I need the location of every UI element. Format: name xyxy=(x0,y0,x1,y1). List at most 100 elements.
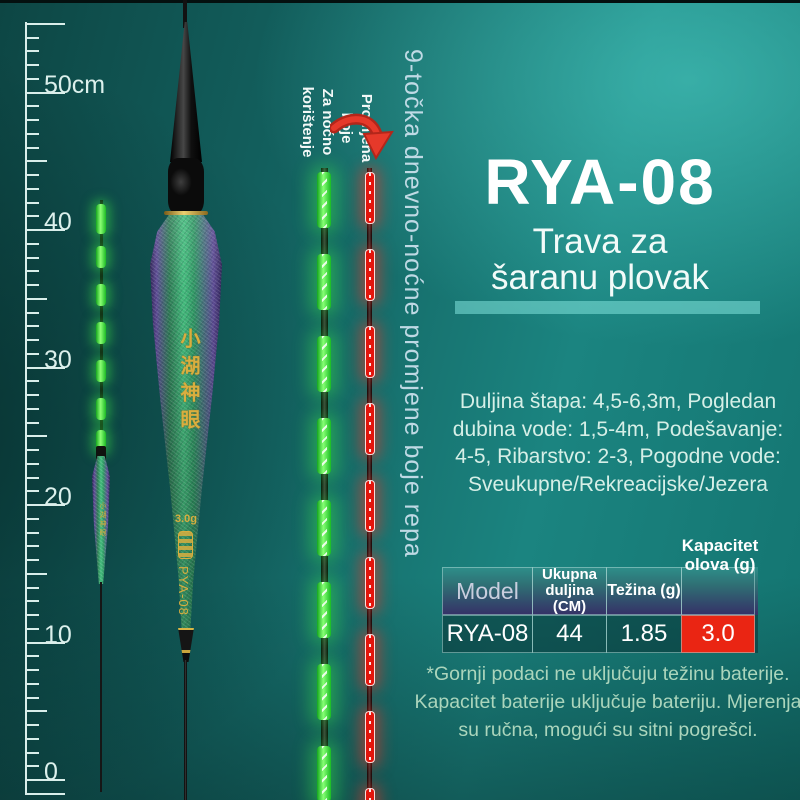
ruler-label: 0 xyxy=(44,758,58,786)
cell-model: RYA-08 xyxy=(442,615,533,653)
ruler-tick xyxy=(25,476,39,479)
green-led-segment xyxy=(317,582,331,638)
ruler-tick xyxy=(25,229,65,231)
description-line: Sveukupne/Rekreacijske/Jezera xyxy=(468,472,768,496)
small-float-led-segment xyxy=(96,322,106,344)
small-float-stem xyxy=(100,582,102,792)
small-float-brand-text: 小湖神眼 xyxy=(99,502,106,538)
main-float-model-text: PYA-08 xyxy=(176,566,191,616)
product-subtitle-line1: Trava za xyxy=(532,222,668,261)
small-float-led-segment xyxy=(96,360,106,382)
ruler-tick xyxy=(25,187,39,190)
green-led-segment xyxy=(317,500,331,556)
ruler-tick xyxy=(25,531,39,534)
main-float-brand-text: 小湖神眼 xyxy=(177,328,199,436)
red-led-segment xyxy=(365,711,375,763)
red-led-segment xyxy=(365,172,375,224)
green-led-segment xyxy=(317,418,331,474)
ruler-tick xyxy=(25,325,39,328)
ruler-tick xyxy=(25,462,39,465)
ruler-tick xyxy=(25,559,39,561)
product-subtitle-line2: šaranu plovak xyxy=(491,258,709,297)
table-floating-header: Kapacitet olova (g) xyxy=(681,536,759,574)
ruler-tick xyxy=(25,380,39,383)
ruler-tick xyxy=(25,504,65,506)
red-led-segment xyxy=(365,403,375,455)
disclaimer-line: Kapacitet baterije uključuje bateriju. M… xyxy=(414,691,800,713)
ruler-tick xyxy=(25,545,39,548)
product-subtitle: Trava za šaranu plovak xyxy=(440,224,760,296)
ruler-tick xyxy=(25,50,39,53)
disclaimer-line: *Gornji podaci ne uključuju težinu bater… xyxy=(426,663,790,685)
ruler-bottom-cap xyxy=(25,793,65,795)
ruler-tick xyxy=(25,751,39,754)
disclaimer-line: su ručna, mogući su sitni pogrešci. xyxy=(458,719,758,741)
col-header-weight: Težina (g) xyxy=(606,567,682,615)
col-header-length: Ukupna duljina (CM) xyxy=(532,567,607,615)
small-float-led-segment xyxy=(96,398,106,420)
ruler-tick xyxy=(25,600,39,603)
small-float-body xyxy=(92,456,110,584)
gold-seal-icon xyxy=(178,531,193,559)
ruler-label: 40 xyxy=(44,208,72,236)
main-float-gold-ring xyxy=(164,211,208,215)
main-float-stem xyxy=(184,660,187,800)
ruler-tick xyxy=(25,297,47,300)
ruler-tick xyxy=(25,421,39,424)
col-header-model: Model xyxy=(442,567,533,615)
col-header-lead-capacity xyxy=(681,567,755,615)
label-night-use-line2: korištenje xyxy=(299,86,316,158)
disclaimer: *Gornji podaci ne uključuju težinu bater… xyxy=(412,660,800,744)
small-float-led-segment xyxy=(96,246,106,268)
ruler-tick xyxy=(25,572,47,575)
vertical-caption: 9-točka dnevno-noćne promjene boje repa xyxy=(399,49,427,558)
ruler-tick xyxy=(25,779,65,781)
ruler-tick xyxy=(25,77,39,80)
ruler-tick xyxy=(25,242,39,245)
description-line: dubina vode: 1,5-4m, Podešavanje: xyxy=(452,417,784,441)
small-float-collar xyxy=(96,446,106,462)
ruler-tick xyxy=(25,146,39,149)
ruler-label: 50cm xyxy=(44,70,106,99)
ruler-tick xyxy=(25,669,39,671)
ruler-tick xyxy=(25,201,39,204)
green-led-segment xyxy=(317,746,331,800)
spec-table-header-row: Model Ukupna duljina (CM) Težina (g) xyxy=(442,567,758,615)
ruler-tick xyxy=(25,614,39,616)
red-led-segment xyxy=(365,634,375,686)
main-float-collar-bulb xyxy=(168,158,204,215)
ruler-tick xyxy=(25,517,39,520)
ruler-tick xyxy=(25,655,39,658)
cell-lead-capacity: 3.0 xyxy=(681,615,755,653)
ruler-tick xyxy=(25,64,39,66)
spec-table: Model Ukupna duljina (CM) Težina (g) RYA… xyxy=(442,567,758,653)
ruler-tick xyxy=(25,174,39,176)
green-led-segment xyxy=(317,336,331,392)
subtitle-underline-bar xyxy=(455,301,760,314)
ruler-tick xyxy=(25,366,65,369)
red-led-segment xyxy=(365,326,375,378)
main-float-bottom-taper xyxy=(178,628,194,662)
ruler-tick xyxy=(25,270,39,273)
ruler-tick xyxy=(25,407,39,410)
ruler-tick xyxy=(25,22,65,25)
ruler-tick xyxy=(25,627,39,630)
ruler-tick xyxy=(25,352,39,355)
ruler-tick xyxy=(25,91,65,94)
red-led-segment xyxy=(365,788,375,800)
ruler-label: 10 xyxy=(44,620,72,649)
ruler-tick xyxy=(25,490,39,493)
ruler-tick xyxy=(25,119,39,121)
small-float-led-segment xyxy=(96,430,106,452)
top-edge-strip xyxy=(0,0,800,3)
ruler-label: 20 xyxy=(44,483,72,511)
ruler-tick xyxy=(25,215,39,218)
red-led-segment xyxy=(365,480,375,532)
green-tail-core xyxy=(321,168,328,800)
green-led-segment xyxy=(317,254,331,310)
small-float-led-segment xyxy=(96,204,106,234)
ruler-tick xyxy=(25,256,39,259)
ruler-tick xyxy=(25,284,39,286)
cell-length: 44 xyxy=(532,615,607,653)
spec-table-data-row: RYA-08 44 1.85 3.0 xyxy=(442,615,758,653)
